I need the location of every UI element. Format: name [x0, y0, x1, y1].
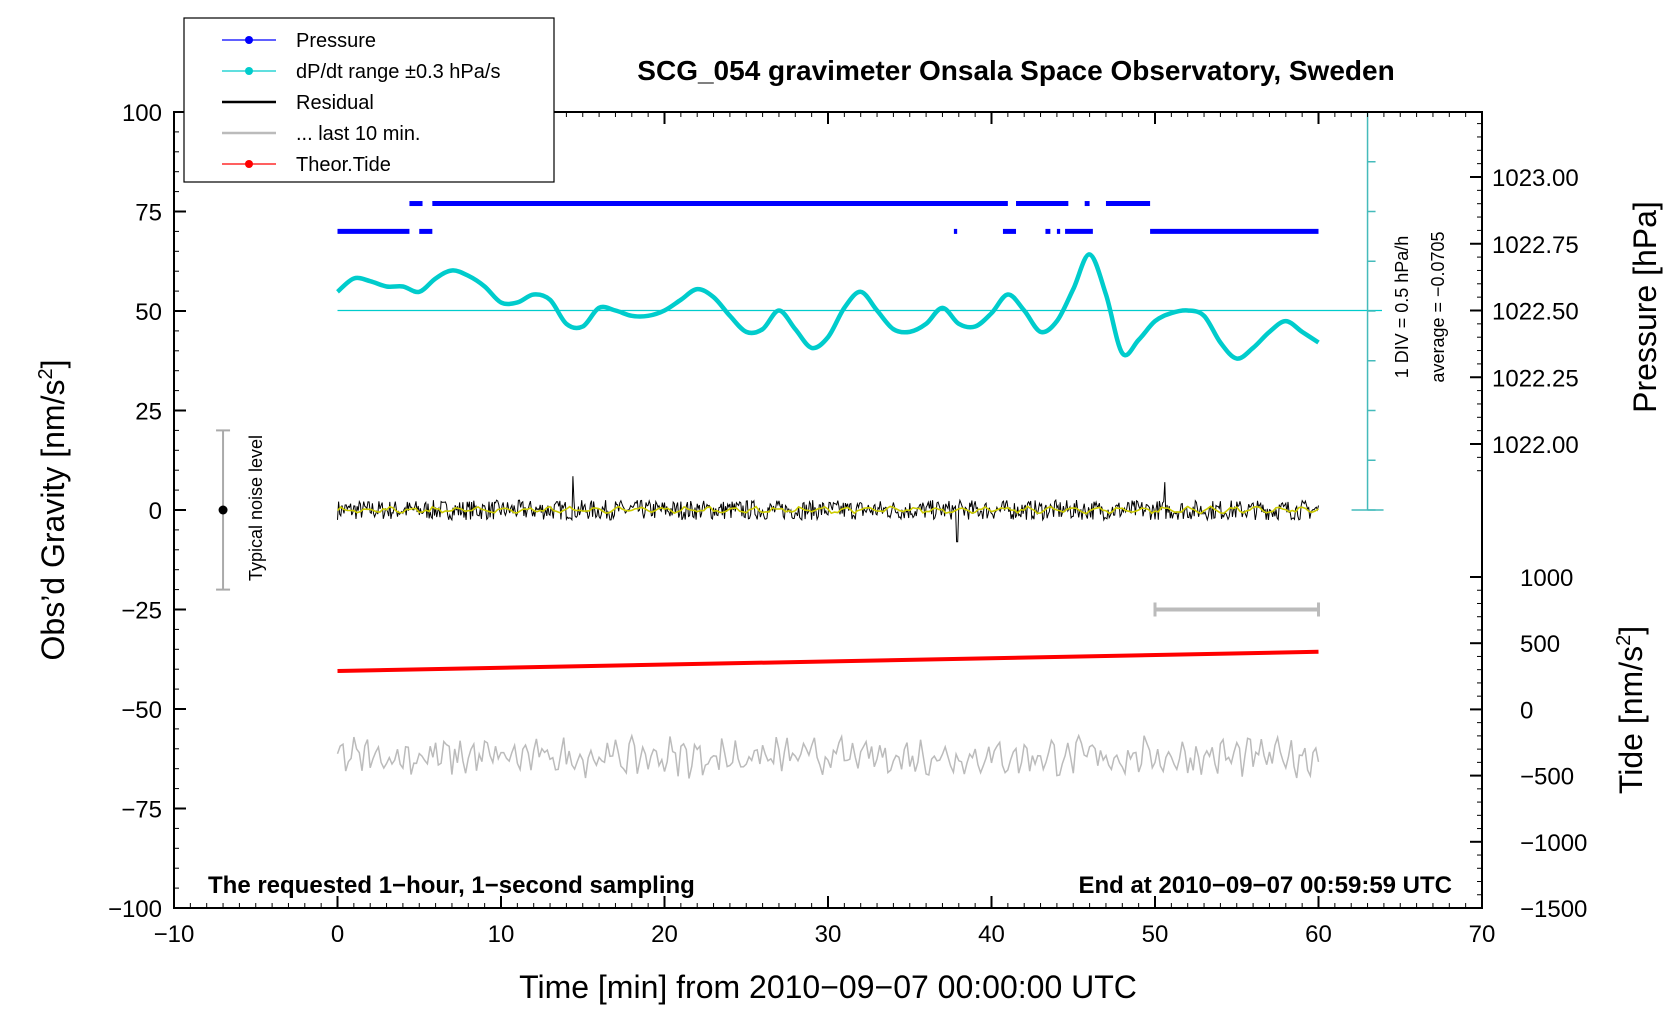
legend-box — [183, 17, 555, 183]
legend-marker — [245, 36, 253, 44]
y-axis-title-pressure: Pressure [hPa] — [1627, 201, 1663, 413]
chart-annotations — [216, 111, 1384, 617]
legend-label: Pressure — [296, 30, 376, 52]
last-10-min-line — [336, 733, 1320, 779]
x-tick-label: −10 — [154, 921, 195, 948]
x-tick-label: 10 — [488, 921, 515, 948]
x-tick-label: 30 — [815, 921, 842, 948]
y-axis-title-gravity: Obs’d Gravity [nm/s2] — [35, 360, 71, 661]
pressure-tick-label: 1022.75 — [1492, 232, 1579, 259]
y-tick-label: −50 — [121, 697, 162, 724]
y-tick-label: −25 — [121, 598, 162, 625]
tide-tick-label: 500 — [1520, 631, 1560, 658]
noise-bar-center — [218, 505, 228, 515]
theoretical-tide-series — [337, 649, 1319, 674]
pressure-line — [335, 252, 1320, 361]
y-tick-label: −75 — [121, 797, 162, 824]
note-sampling: The requested 1−hour, 1−second sampling — [208, 872, 695, 899]
chart-title: SCG_054 gravimeter Onsala Space Observat… — [637, 55, 1394, 86]
tide-tick-label: −1000 — [1520, 830, 1587, 857]
dpdt-flag-marks — [337, 201, 1319, 234]
y-axis-title-tide-end: ] — [1613, 626, 1649, 635]
y-axis-title-tide-main: Tide [nm/s — [1613, 646, 1649, 794]
x-tick-label: 20 — [651, 921, 678, 948]
y-tick-label: 75 — [135, 200, 162, 227]
residual-line — [337, 476, 1319, 543]
legend-label: Theor.Tide — [296, 154, 391, 176]
x-tick-label: 40 — [978, 921, 1005, 948]
pressure-tick-label: 1022.50 — [1492, 299, 1579, 326]
x-axis-title: Time [min] from 2010−09−07 00:00:00 UTC — [519, 969, 1137, 1005]
scale-div-label: 1 DIV = 0.5 hPa/h — [1392, 236, 1412, 379]
legend: Pressure dP/dt range ±0.3 hPa/s Residual..… — [183, 17, 555, 183]
tide-tick-label: −1500 — [1520, 896, 1587, 923]
noise-level-label: Typical noise level — [246, 435, 266, 581]
legend-items: Pressure dP/dt range ±0.3 hPa/s Residual..… — [222, 30, 500, 176]
last-10-min-series — [336, 733, 1320, 779]
y-axis-title-tide: Tide [nm/s2] — [1613, 626, 1649, 794]
legend-marker — [245, 67, 253, 75]
y-axis-title-gravity-sup: 2 — [35, 368, 57, 379]
y-tick-label: −100 — [108, 896, 162, 923]
tide-tick-label: 0 — [1520, 697, 1533, 724]
y-axis-gravity: 100 75 50 25 0 −25 −50 −75 −100 — [108, 100, 186, 923]
y-axis-title-gravity-end: ] — [35, 360, 71, 369]
x-axis: −10 0 10 20 30 40 50 60 70 — [154, 112, 1496, 948]
average-label: average = −0.0705 — [1428, 231, 1448, 382]
y-tick-label: 50 — [135, 299, 162, 326]
x-tick-label: 70 — [1469, 921, 1496, 948]
residual-filtered-line — [336, 505, 1319, 515]
tide-line — [337, 649, 1319, 674]
legend-label: Residual — [296, 92, 374, 114]
pressure-series — [335, 252, 1382, 361]
tide-tick-label: −500 — [1520, 764, 1574, 791]
y-axis-title-gravity-main: Obs’d Gravity [nm/s — [35, 380, 71, 661]
pressure-tick-label: 1023.00 — [1492, 165, 1579, 192]
pressure-tick-label: 1022.25 — [1492, 365, 1579, 392]
y-axis-pressure: 1023.00 1022.75 1022.50 1022.25 1022.00 — [1470, 123, 1579, 472]
legend-label: dP/dt range ±0.3 hPa/s — [296, 61, 500, 83]
tide-tick-label: 1000 — [1520, 565, 1573, 592]
y-tick-label: 100 — [122, 100, 162, 127]
note-end-time: End at 2010−09−07 00:59:59 UTC — [1078, 872, 1452, 899]
y-axis-tide: 1000 500 0 −500 −1000 −1500 — [1470, 565, 1587, 923]
y-axis-title-tide-sup: 2 — [1613, 635, 1635, 646]
y-tick-label: 0 — [149, 498, 162, 525]
legend-label: ... last 10 min. — [296, 123, 421, 145]
x-tick-label: 50 — [1142, 921, 1169, 948]
pressure-tick-label: 1022.00 — [1492, 432, 1579, 459]
residual-series — [336, 476, 1319, 543]
y-tick-label: 25 — [135, 399, 162, 426]
legend-marker — [245, 160, 253, 168]
x-tick-label: 0 — [331, 921, 344, 948]
x-tick-label: 60 — [1305, 921, 1332, 948]
